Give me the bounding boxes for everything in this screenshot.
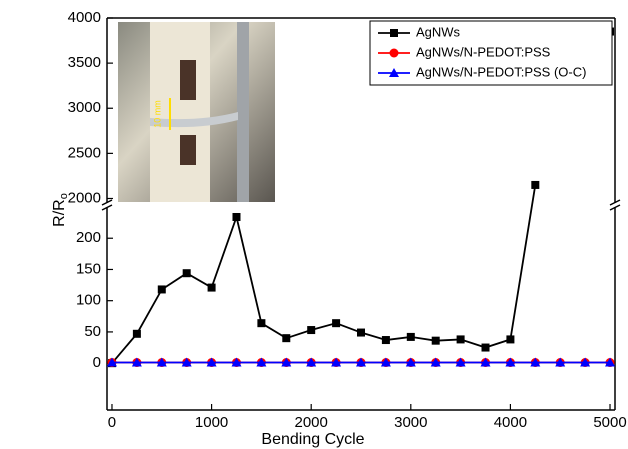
marker <box>480 357 491 367</box>
y-tick-label: 2000 <box>68 189 101 206</box>
y-tick-label: 4000 <box>68 9 101 26</box>
y-tick-label: 200 <box>76 229 101 246</box>
marker <box>132 329 141 338</box>
marker <box>389 48 399 58</box>
x-tick-label: 2000 <box>295 414 328 431</box>
marker <box>405 357 416 367</box>
marker <box>281 357 292 367</box>
y-tick-label: 3000 <box>68 99 101 116</box>
marker <box>182 269 191 278</box>
x-tick-label: 3000 <box>394 414 427 431</box>
y-tick-label: 150 <box>76 260 101 277</box>
marker <box>555 357 566 367</box>
marker <box>106 357 117 367</box>
marker <box>389 68 399 77</box>
x-axis-label: Bending Cycle <box>261 431 364 448</box>
marker <box>380 357 391 367</box>
marker <box>207 283 216 292</box>
inset-photo: 10 mm <box>118 22 275 202</box>
x-tick-label: 5000 <box>593 414 626 431</box>
axis-break-gap <box>103 203 111 207</box>
legend-label: AgNWs/N-PEDOT:PSS (O-C) <box>416 64 586 79</box>
marker <box>332 319 341 328</box>
y-label-main: R/R <box>51 199 68 227</box>
axis-break-mark <box>101 199 113 206</box>
legend-label: AgNWs <box>416 24 461 39</box>
marker <box>431 336 440 345</box>
axis-break-mark <box>609 204 621 211</box>
marker <box>331 357 342 367</box>
marker <box>257 319 266 328</box>
marker <box>506 335 515 344</box>
marker <box>131 357 142 367</box>
marker <box>456 335 465 344</box>
marker <box>157 285 166 294</box>
marker <box>356 357 366 367</box>
marker <box>256 357 267 367</box>
axis-break-mark <box>609 199 621 206</box>
marker <box>505 357 516 367</box>
y-tick-label: 50 <box>84 323 101 340</box>
marker <box>580 357 591 367</box>
marker <box>605 357 616 367</box>
marker <box>181 357 192 367</box>
y-label-sub: o <box>58 193 70 199</box>
y-tick-label: 3500 <box>68 54 101 71</box>
marker <box>406 332 415 341</box>
inset-annotation: 10 mm <box>152 100 162 128</box>
axis-break-gap <box>611 203 619 207</box>
y-tick-label: 2500 <box>68 144 101 161</box>
legend-label: AgNWs/N-PEDOT:PSS <box>416 44 551 59</box>
marker <box>531 180 540 189</box>
y-tick-label: 100 <box>76 292 101 309</box>
marker <box>307 326 316 335</box>
y-axis-label: R/Ro <box>51 193 70 227</box>
marker <box>481 343 490 352</box>
x-tick-label: 4000 <box>494 414 527 431</box>
marker <box>231 357 242 367</box>
x-tick-label: 0 <box>108 414 116 431</box>
marker <box>530 357 541 367</box>
x-tick-label: 1000 <box>195 414 228 431</box>
marker <box>306 357 317 367</box>
legend-box <box>369 20 613 86</box>
marker <box>455 357 466 367</box>
marker <box>206 357 217 367</box>
marker <box>381 336 390 345</box>
marker <box>430 357 441 367</box>
axis-break-mark <box>101 204 113 211</box>
y-tick-label: 0 <box>93 354 101 371</box>
marker <box>357 328 365 337</box>
marker <box>282 334 291 343</box>
marker <box>156 357 167 367</box>
marker <box>390 29 398 37</box>
marker <box>232 212 241 221</box>
